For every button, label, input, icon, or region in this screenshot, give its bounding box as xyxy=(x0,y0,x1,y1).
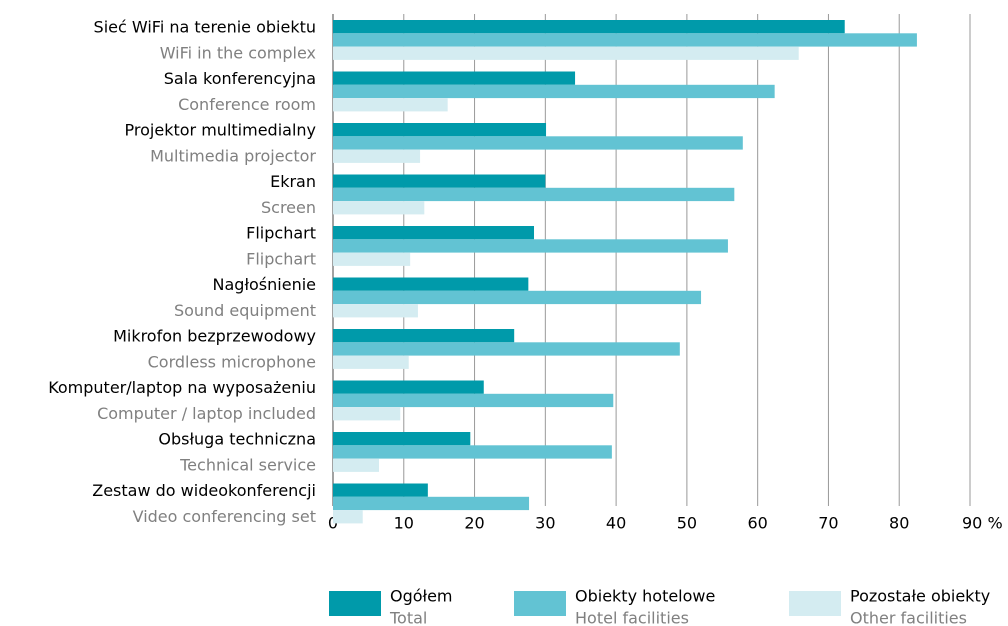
x-tick-label: 50 xyxy=(677,514,697,533)
legend-label: Pozostałe obiekty xyxy=(850,587,990,606)
legend-label-en: Hotel facilities xyxy=(575,609,689,626)
category-label: Nagłośnienie xyxy=(213,275,316,294)
bar xyxy=(333,355,409,369)
category-label: Zestaw do wideokonferencji xyxy=(92,481,316,500)
bar xyxy=(333,20,845,34)
bar xyxy=(333,123,547,137)
x-tick-label: 40 xyxy=(606,514,626,533)
bar xyxy=(333,201,425,215)
bar xyxy=(333,98,448,112)
x-tick-label: 30 xyxy=(535,514,555,533)
x-tick-label: 60 xyxy=(747,514,767,533)
x-tick-label: 10 xyxy=(394,514,414,533)
category-label: Ekran xyxy=(270,172,316,191)
bar xyxy=(333,174,546,188)
category-label: Mikrofon bezprzewodowy xyxy=(113,327,316,346)
category-label: Sala konferencyjna xyxy=(164,69,316,88)
category-label-en: Video conferencing set xyxy=(133,507,316,526)
category-label: Sieć WiFi na terenie obiektu xyxy=(94,18,316,37)
category-label-en: WiFi in the complex xyxy=(160,44,316,63)
bar xyxy=(333,458,380,472)
bar xyxy=(333,33,917,47)
category-label-en: Screen xyxy=(261,198,316,217)
bar xyxy=(333,277,529,291)
bar xyxy=(333,290,702,305)
legend-swatch xyxy=(514,591,566,616)
category-label-en: Conference room xyxy=(178,95,316,114)
category-label: Obsługa techniczna xyxy=(158,430,316,449)
legend-label: Ogółem xyxy=(390,587,453,606)
bar xyxy=(333,149,421,163)
bar xyxy=(333,71,576,85)
bar xyxy=(333,342,680,356)
bar xyxy=(333,187,735,202)
bar xyxy=(333,329,515,343)
legend-label-en: Total xyxy=(389,609,427,626)
legend-swatch xyxy=(789,591,841,616)
bar xyxy=(333,407,401,421)
x-tick-label: 70 xyxy=(818,514,838,533)
x-tick-label: 90 % xyxy=(962,514,1003,533)
bar xyxy=(333,445,612,459)
category-label-en: Flipchart xyxy=(246,250,316,269)
category-label: Flipchart xyxy=(246,224,316,243)
legend-label-en: Other facilities xyxy=(850,609,967,626)
bar xyxy=(333,510,363,524)
category-label-en: Computer / laptop included xyxy=(97,404,316,423)
bar xyxy=(333,432,471,446)
category-label: Komputer/laptop na wyposażeniu xyxy=(48,378,316,397)
bar xyxy=(333,84,775,99)
category-label-en: Sound equipment xyxy=(174,301,316,320)
legend-swatch xyxy=(329,591,381,616)
bar xyxy=(333,393,614,408)
category-label-en: Technical service xyxy=(179,456,316,475)
x-tick-label: 20 xyxy=(464,514,484,533)
x-tick-label: 80 xyxy=(889,514,909,533)
category-label-en: Cordless microphone xyxy=(148,353,316,372)
bar xyxy=(333,304,418,318)
bar xyxy=(333,239,728,253)
bar xyxy=(333,483,428,497)
bar xyxy=(333,496,530,511)
bar xyxy=(333,226,535,240)
legend-label: Obiekty hotelowe xyxy=(575,587,715,606)
bar xyxy=(333,252,411,266)
category-label-en: Multimedia projector xyxy=(150,147,316,166)
category-label: Projektor multimedialny xyxy=(125,121,316,140)
bar xyxy=(333,136,743,150)
bar xyxy=(333,380,484,394)
bar xyxy=(333,46,799,60)
